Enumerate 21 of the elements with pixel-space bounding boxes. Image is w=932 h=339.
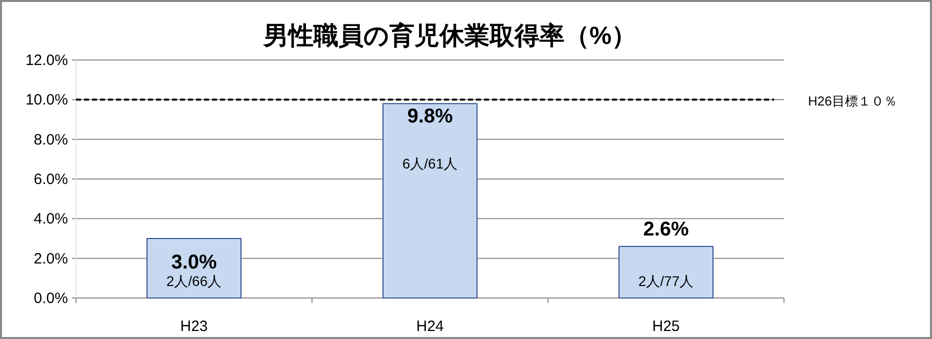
y-tick-label: 10.0% (25, 92, 68, 109)
y-tick-label: 0.0% (34, 290, 68, 307)
y-tick-label: 2.0% (34, 250, 68, 268)
annotation: 2人/77人 (638, 273, 694, 289)
x-tick-label: H25 (652, 318, 680, 335)
data-label: 3.0% (171, 252, 218, 274)
chart-title: 男性職員の育児休業取得率（%） (262, 21, 637, 50)
bar (146, 238, 242, 298)
x-tick-label: H24 (416, 318, 444, 335)
data-label: 9.8% (407, 106, 454, 128)
ref-line-label: H26目標１０％ (808, 94, 897, 109)
data-label: 2.6% (643, 218, 690, 240)
y-tick-label: 8.0% (34, 131, 68, 148)
annotation: 6人/61人 (402, 156, 458, 172)
annotation: 2人/66人 (166, 273, 222, 289)
x-tick-label: H23 (180, 318, 208, 335)
y-tick-label: 12.0% (25, 52, 68, 69)
y-tick-label: 4.0% (34, 210, 68, 228)
bar (382, 103, 478, 298)
y-tick-label: 6.0% (34, 171, 68, 188)
bar (618, 246, 714, 298)
